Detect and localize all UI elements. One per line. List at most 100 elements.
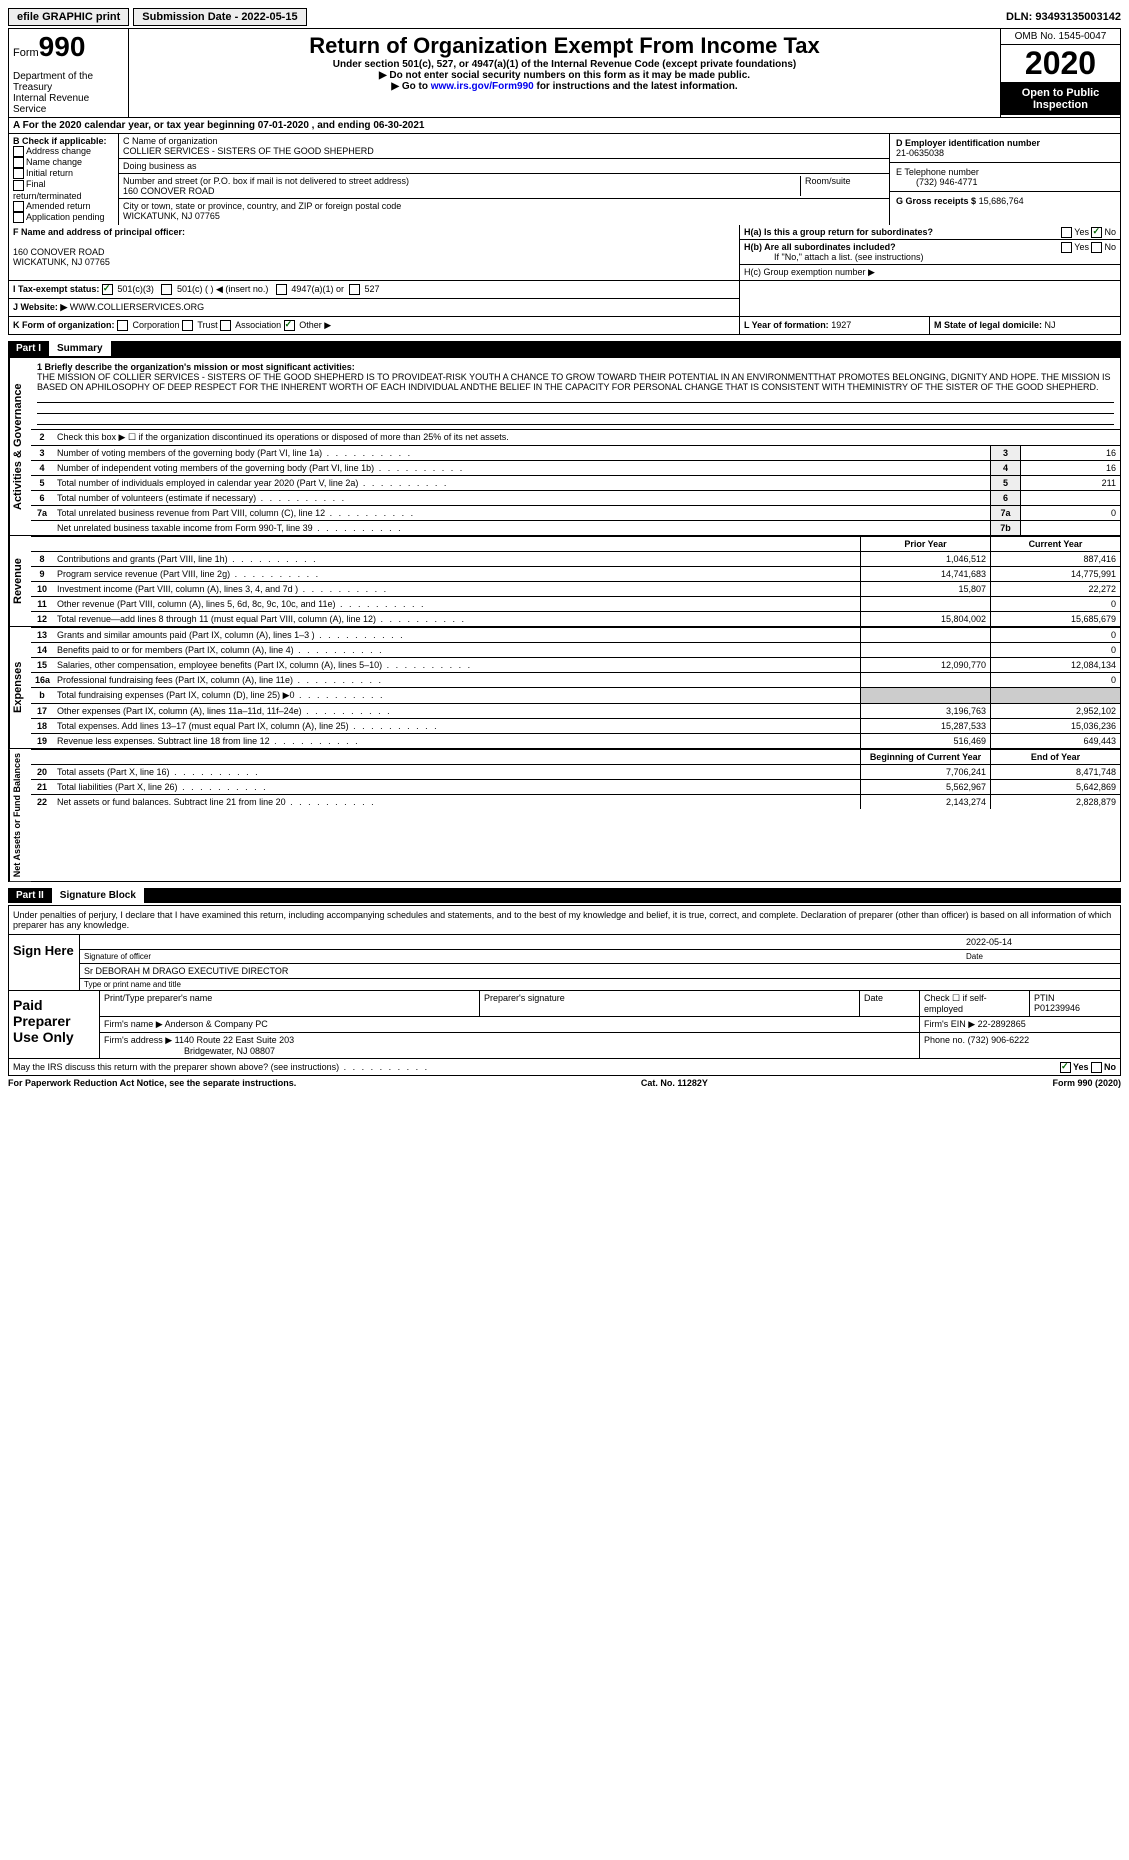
gross-label: G Gross receipts $ bbox=[896, 196, 976, 206]
phone-val: (732) 946-4771 bbox=[896, 177, 978, 187]
cb-application[interactable] bbox=[13, 212, 24, 223]
cb-other[interactable] bbox=[284, 320, 295, 331]
f-addr1: 160 CONOVER ROAD bbox=[13, 247, 105, 257]
firm-addr2: Bridgewater, NJ 08807 bbox=[104, 1046, 275, 1056]
cb-corp[interactable] bbox=[117, 320, 128, 331]
row-a-period: A For the 2020 calendar year, or tax yea… bbox=[8, 118, 1121, 134]
l-val: 1927 bbox=[831, 320, 851, 330]
irs-link[interactable]: www.irs.gov/Form990 bbox=[431, 81, 534, 92]
side-net: Net Assets or Fund Balances bbox=[9, 749, 31, 881]
footer-left: For Paperwork Reduction Act Notice, see … bbox=[8, 1078, 296, 1088]
m-label: M State of legal domicile: bbox=[934, 320, 1042, 330]
cb-trust[interactable] bbox=[182, 320, 193, 331]
m-val: NJ bbox=[1045, 320, 1056, 330]
cb-initial-return[interactable] bbox=[13, 168, 24, 179]
side-expenses: Expenses bbox=[9, 627, 31, 748]
street-val: 160 CONOVER ROAD bbox=[123, 186, 215, 196]
note-ssn: ▶ Do not enter social security numbers o… bbox=[133, 70, 996, 81]
note-goto: ▶ Go to www.irs.gov/Form990 for instruct… bbox=[133, 81, 996, 92]
firm-name-l: Firm's name ▶ bbox=[104, 1019, 163, 1029]
summary-box: Activities & Governance 1 Briefly descri… bbox=[8, 356, 1121, 882]
cb-hb-no[interactable] bbox=[1091, 242, 1102, 253]
page-footer: For Paperwork Reduction Act Notice, see … bbox=[8, 1076, 1121, 1090]
cb-name-change[interactable] bbox=[13, 157, 24, 168]
street-label: Number and street (or P.O. box if mail i… bbox=[123, 176, 409, 186]
phone-label: E Telephone number bbox=[896, 167, 979, 177]
part1-header: Part ISummary bbox=[8, 341, 1121, 356]
footer-mid: Cat. No. 11282Y bbox=[641, 1078, 708, 1088]
h-b: H(b) Are all subordinates included? Yes … bbox=[740, 240, 1120, 265]
form-subtitle: Under section 501(c), 527, or 4947(a)(1)… bbox=[133, 59, 996, 70]
cb-4947[interactable] bbox=[276, 284, 287, 295]
ein-val: 21-0635038 bbox=[896, 148, 944, 158]
firm-addr-l: Firm's address ▶ bbox=[104, 1035, 172, 1045]
prep-h-ptin: PTIN bbox=[1034, 993, 1055, 1003]
footer-right: Form 990 (2020) bbox=[1052, 1078, 1121, 1088]
sig-officer-label: Signature of officer bbox=[84, 952, 966, 961]
website-val: WWW.COLLIERSERVICES.ORG bbox=[70, 302, 204, 312]
cb-discuss-yes[interactable] bbox=[1060, 1062, 1071, 1073]
h-c: H(c) Group exemption number ▶ bbox=[740, 265, 1120, 280]
org-name: COLLIER SERVICES - SISTERS OF THE GOOD S… bbox=[123, 146, 374, 156]
cb-501c3[interactable] bbox=[102, 284, 113, 295]
mission-label: 1 Briefly describe the organization's mi… bbox=[37, 362, 355, 372]
may-discuss-row: May the IRS discuss this return with the… bbox=[8, 1059, 1121, 1076]
f-addr2: WICKATUNK, NJ 07765 bbox=[13, 257, 110, 267]
signature-block: Under penalties of perjury, I declare th… bbox=[8, 905, 1121, 991]
form-title: Return of Organization Exempt From Incom… bbox=[133, 33, 996, 59]
prep-ptin: P01239946 bbox=[1034, 1003, 1080, 1013]
cb-assoc[interactable] bbox=[220, 320, 231, 331]
cb-ha-no[interactable] bbox=[1091, 227, 1102, 238]
cb-501c[interactable] bbox=[161, 284, 172, 295]
firm-ein: 22-2892865 bbox=[978, 1019, 1026, 1029]
firm-name: Anderson & Company PC bbox=[165, 1019, 268, 1029]
cb-final-return[interactable] bbox=[13, 180, 24, 191]
open-public: Open to Public Inspection bbox=[1001, 83, 1120, 115]
h-a: H(a) Is this a group return for subordin… bbox=[740, 225, 1120, 240]
cb-amended[interactable] bbox=[13, 201, 24, 212]
cb-ha-yes[interactable] bbox=[1061, 227, 1072, 238]
firm-phone-l: Phone no. bbox=[924, 1035, 965, 1045]
sig-date-label: Date bbox=[966, 952, 1116, 961]
head-current: Current Year bbox=[990, 537, 1120, 551]
row-fh: F Name and address of principal officer:… bbox=[8, 225, 1121, 281]
l-label: L Year of formation: bbox=[744, 320, 829, 330]
c-name-label: C Name of organization bbox=[123, 136, 218, 146]
mission-text: THE MISSION OF COLLIER SERVICES - SISTER… bbox=[37, 372, 1111, 392]
cb-527[interactable] bbox=[349, 284, 360, 295]
prep-h-name: Print/Type preparer's name bbox=[100, 991, 480, 1016]
col-c: C Name of organizationCOLLIER SERVICES -… bbox=[119, 134, 890, 225]
b-title: B Check if applicable: bbox=[13, 136, 107, 146]
side-revenue: Revenue bbox=[9, 536, 31, 626]
sig-name-label: Type or print name and title bbox=[80, 979, 1120, 990]
submission-button[interactable]: Submission Date - 2022-05-15 bbox=[133, 8, 306, 26]
sign-here-label: Sign Here bbox=[9, 935, 79, 990]
cb-discuss-no[interactable] bbox=[1091, 1062, 1102, 1073]
part2-header: Part IISignature Block bbox=[8, 888, 1121, 903]
dept-label: Department of the Treasury Internal Reve… bbox=[13, 71, 124, 115]
top-bar: efile GRAPHIC print Submission Date - 20… bbox=[8, 8, 1121, 26]
ein-label: D Employer identification number bbox=[896, 138, 1040, 148]
row-k: K Form of organization: Corporation Trus… bbox=[8, 317, 1121, 335]
efile-button[interactable]: efile GRAPHIC print bbox=[8, 8, 129, 26]
dba-label: Doing business as bbox=[123, 161, 197, 171]
head-end: End of Year bbox=[990, 750, 1120, 764]
gross-val: 15,686,764 bbox=[979, 196, 1024, 206]
line-2: Check this box ▶ ☐ if the organization d… bbox=[53, 430, 1120, 445]
firm-ein-l: Firm's EIN ▶ bbox=[924, 1019, 975, 1029]
sig-date: 2022-05-14 bbox=[966, 937, 1116, 947]
cb-hb-yes[interactable] bbox=[1061, 242, 1072, 253]
j-label: J Website: ▶ bbox=[13, 302, 67, 312]
tax-year: 2020 bbox=[1001, 45, 1120, 83]
sig-name: Sr DEBORAH M DRAGO EXECUTIVE DIRECTOR bbox=[84, 966, 288, 976]
form-header: Form990 Department of the Treasury Inter… bbox=[8, 28, 1121, 118]
side-governance: Activities & Governance bbox=[9, 358, 31, 535]
cb-address-change[interactable] bbox=[13, 146, 24, 157]
head-prior: Prior Year bbox=[860, 537, 990, 551]
dln-text: DLN: 93493135003142 bbox=[1006, 11, 1121, 23]
preparer-block: Paid Preparer Use Only Print/Type prepar… bbox=[8, 991, 1121, 1059]
col-b: B Check if applicable: Address change Na… bbox=[9, 134, 119, 225]
prep-h-self: Check ☐ if self-employed bbox=[920, 991, 1030, 1016]
prep-h-sig: Preparer's signature bbox=[480, 991, 860, 1016]
city-val: WICKATUNK, NJ 07765 bbox=[123, 211, 220, 221]
